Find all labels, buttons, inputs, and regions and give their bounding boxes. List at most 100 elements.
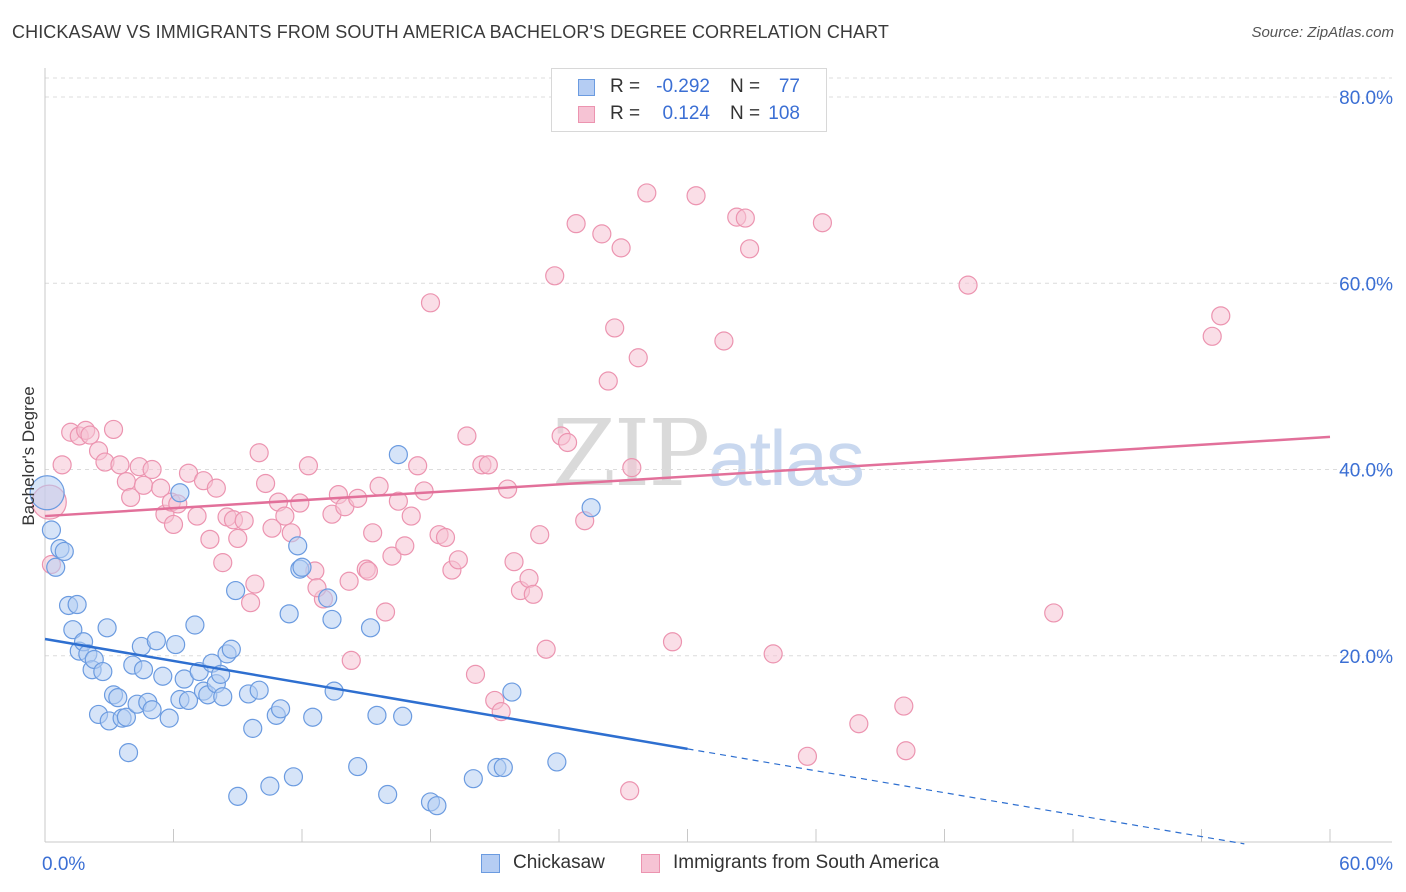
chickasaw-point [249,680,269,700]
immigrants-point [228,528,248,549]
immigrants-point [241,593,261,613]
y-tick-label: 40.0% [1339,461,1393,482]
chickasaw-point [116,707,136,727]
immigrants-point [110,455,130,475]
y-tick-label: 80.0% [1339,88,1393,109]
chickasaw-point [228,786,248,806]
chickasaw-point [581,498,601,518]
bottom-legend-swatch-chickasaw [481,854,500,873]
immigrants-point [187,506,207,526]
chickasaw-point [322,609,342,630]
immigrants-point [637,183,657,203]
chickasaw-point [270,699,291,719]
axis-labels: 20.0% 40.0% 60.0% 80.0% 0.0% 60.0% Bachelor's … [19,88,1393,875]
immigrants-point [420,293,441,313]
immigrants-point [369,476,389,496]
immigrants-point [103,419,124,440]
immigrants-point [735,208,755,228]
immigrants-point [1202,326,1222,346]
chickasaw-point [324,681,344,701]
legend-swatch-immigrants [578,106,595,123]
immigrants-point [1211,306,1231,326]
y-axis-label: Bachelor's Degree [19,386,38,525]
y-tick-label: 60.0% [1339,274,1393,295]
chickasaw-point [427,796,447,816]
bottom-legend-swatch-immigrants [641,854,660,873]
immigrants-point [414,481,434,501]
immigrants-point [1044,603,1064,623]
chickasaw-trendline-extension [687,748,1245,845]
legend-n-value: 108 [768,103,800,124]
chickasaw-point [63,620,83,640]
immigrants-point [592,224,612,244]
bottom-legend-label-chickasaw: Chickasaw [513,852,605,873]
chickasaw-point [54,541,74,562]
immigrants-point [116,472,136,492]
chickasaw-point [303,707,323,727]
immigrants-point [662,632,683,652]
chart-title: CHICKASAW VS IMMIGRANTS FROM SOUTH AMERI… [12,22,890,42]
chickasaw-points [29,445,601,816]
immigrants-point [163,514,184,535]
chickasaw-point [93,661,113,682]
x-tick-label-min: 0.0% [42,854,85,875]
immigrants-point [121,487,141,508]
legend-swatch-chickasaw [578,79,595,96]
immigrants-point [763,644,783,664]
immigrants-point [545,266,565,286]
immigrants-point [536,639,556,659]
immigrants-point [133,475,154,495]
immigrants-point [200,529,220,549]
immigrants-point [797,746,818,766]
chickasaw-point [178,690,199,711]
immigrants-point [714,331,734,351]
immigrants-point [341,650,361,671]
immigrants-point [339,571,359,591]
immigrants-point [298,456,319,476]
source-label: Source: ZipAtlas.com [1251,24,1394,41]
chickasaw-point [159,708,179,728]
immigrants-point [52,455,72,475]
x-tick-label-max: 60.0% [1339,854,1393,875]
immigrants-point [611,238,631,258]
chickasaw-point [493,757,513,778]
chickasaw-point [142,700,162,720]
immigrants-point [290,493,310,513]
chickasaw-point [463,769,483,789]
immigrants-point [557,432,578,453]
immigrants-point [812,213,833,233]
chickasaw-point [292,557,312,577]
chickasaw-point [221,639,241,659]
grid-lines [45,77,1392,657]
chickasaw-point [260,776,280,796]
immigrants-point [448,550,468,570]
chickasaw-point [118,742,139,763]
immigrants-point [686,186,706,206]
immigrants-point [605,318,625,338]
legend-r-label: R = [610,103,641,124]
chickasaw-point [226,580,246,601]
chickasaw-point [166,634,186,655]
chickasaw-point [360,618,381,638]
chickasaw-point [108,688,128,708]
immigrants-point [255,473,276,494]
chickasaw-point [170,483,190,503]
immigrants-point [740,239,760,259]
chickasaw-point [547,752,567,772]
chickasaw-point [29,475,65,511]
immigrants-point [249,443,269,463]
immigrants-point [465,664,486,684]
legend-n-label: N = [730,103,761,124]
immigrants-point [894,696,914,716]
chickasaw-point [348,756,368,777]
watermark-zip: ZIP [552,400,710,507]
immigrants-point [435,527,456,548]
chickasaw-point [213,687,233,707]
y-tick-label: 20.0% [1339,647,1393,668]
immigrants-south-america-points [31,183,1231,801]
immigrants-point [275,506,295,526]
legend-row-immigrants: R = 0.124 N = 108 [552,102,826,128]
immigrants-point [262,518,282,538]
chickasaw-point [283,767,304,787]
immigrants-point [530,525,550,545]
